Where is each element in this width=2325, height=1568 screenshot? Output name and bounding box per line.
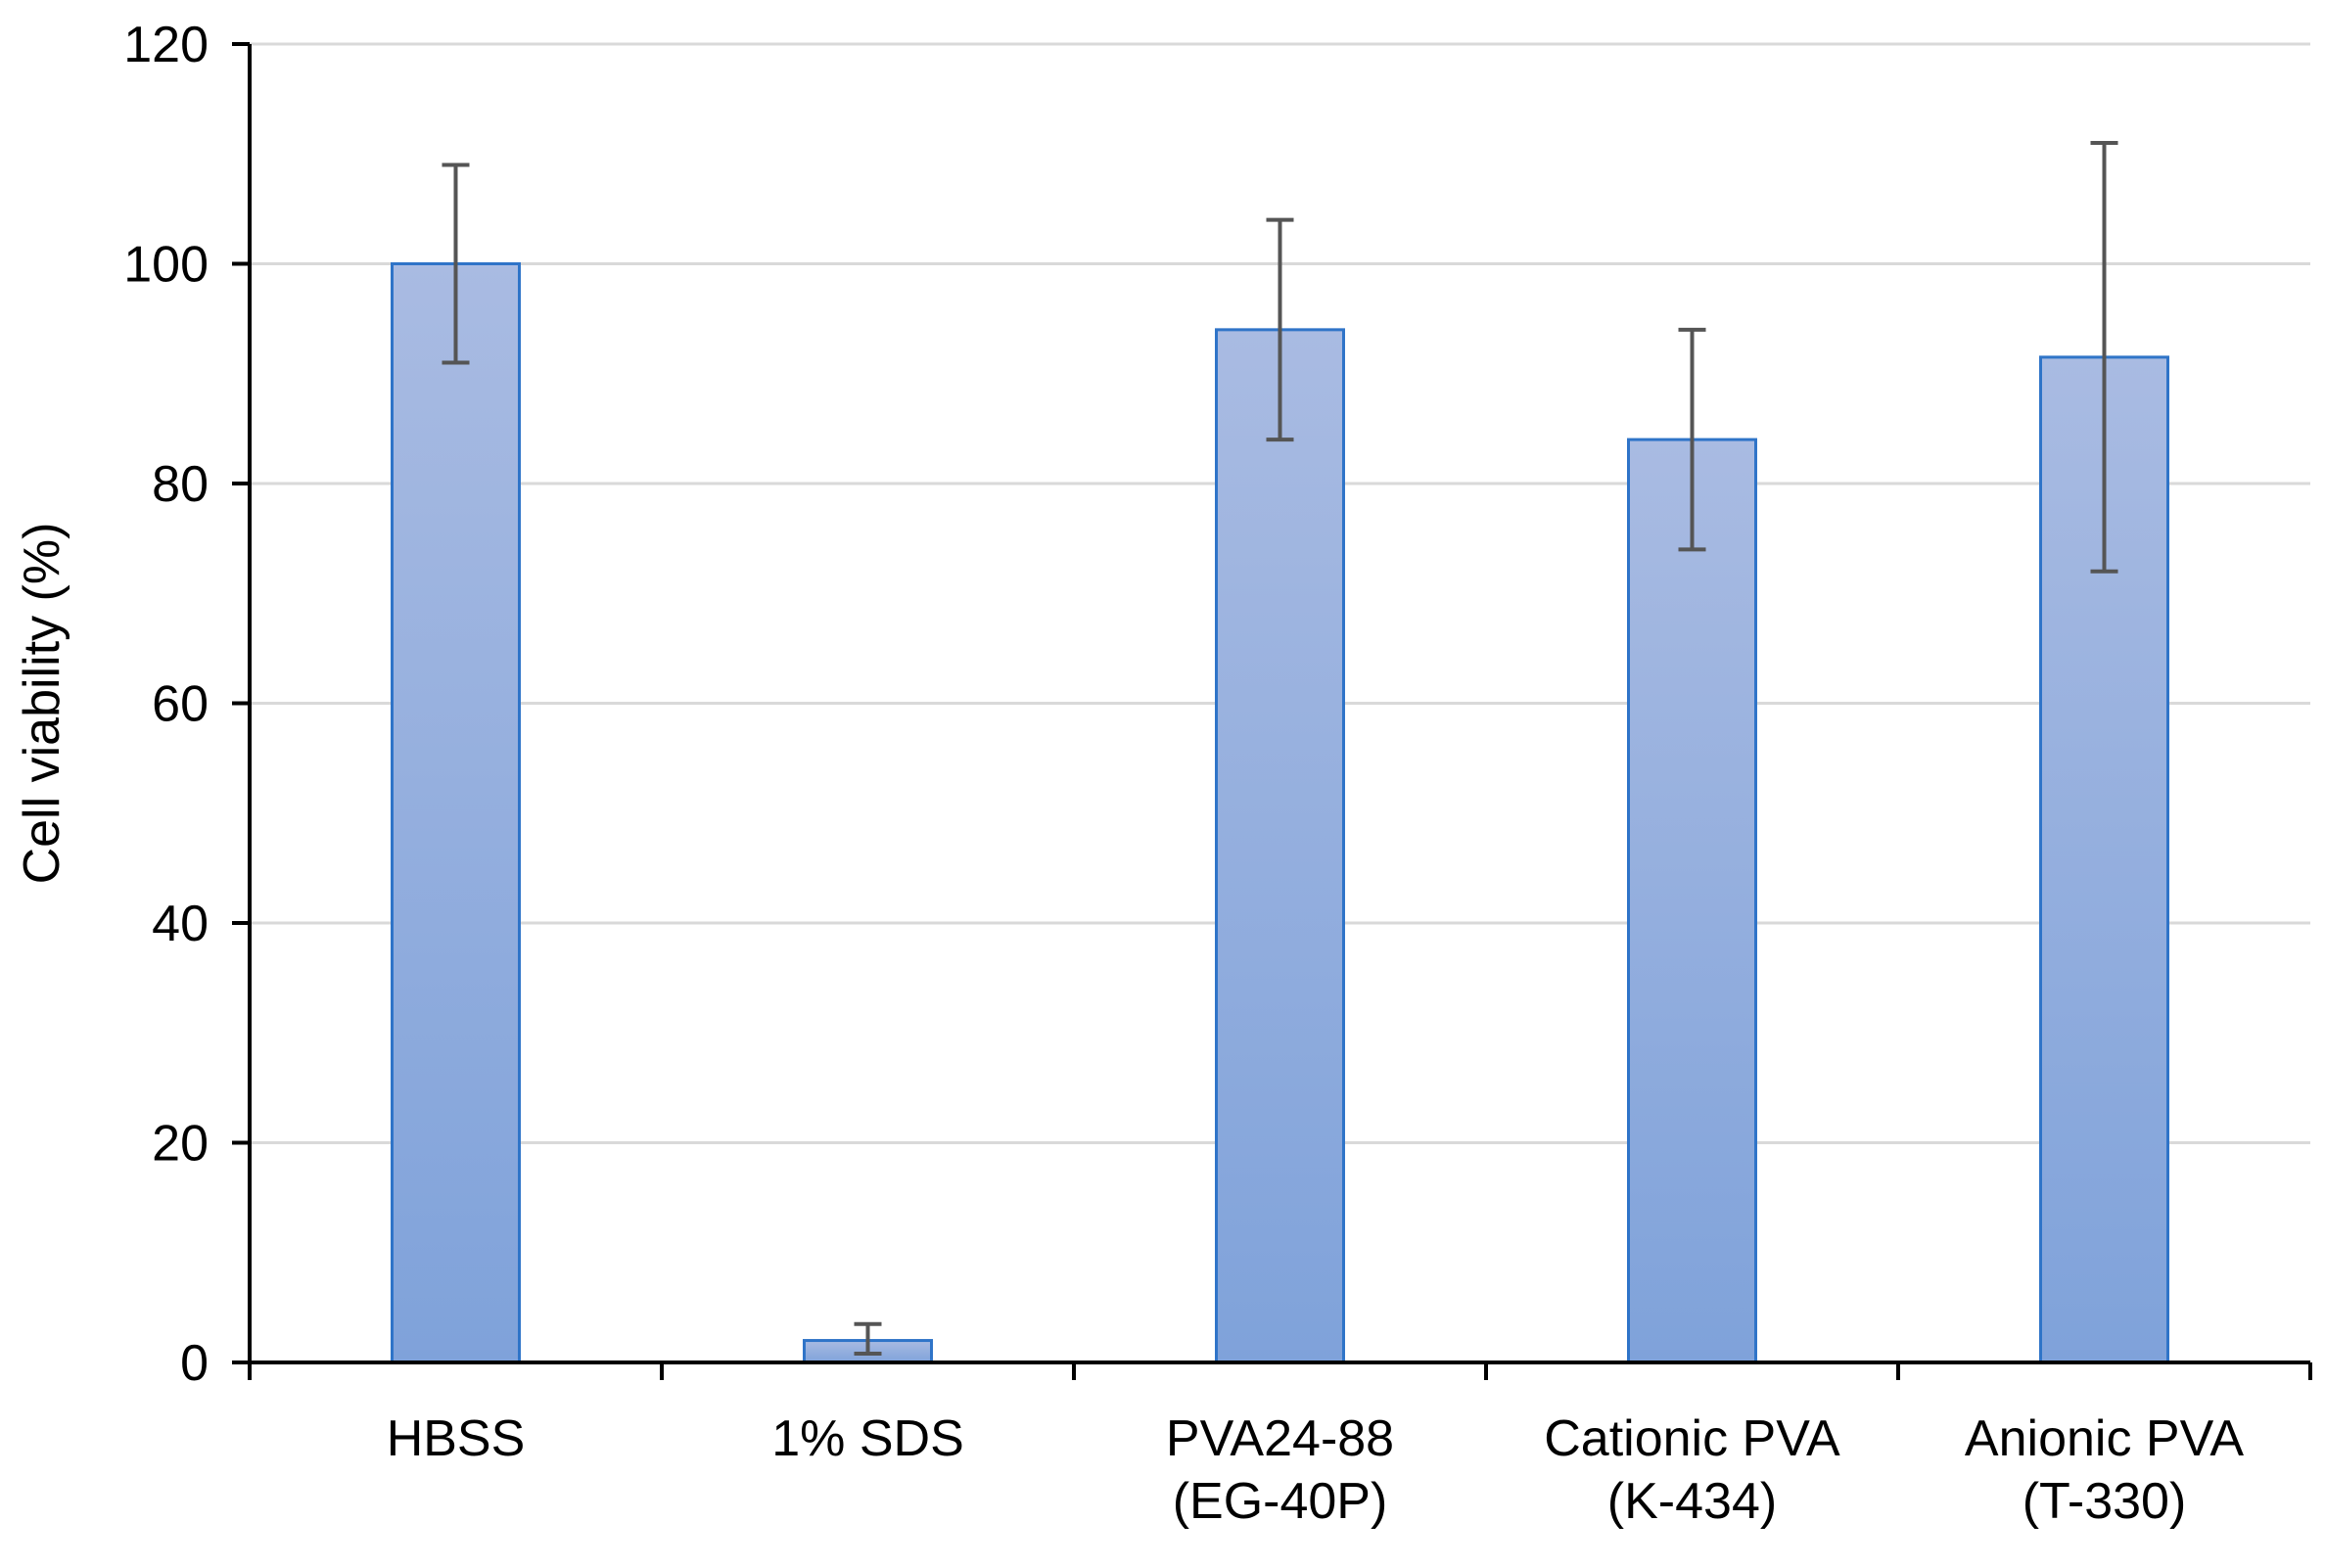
y-tick-label: 60 <box>152 676 209 733</box>
x-tick-label-line: Cationic PVA <box>1544 1410 1840 1467</box>
y-tick-label: 80 <box>152 456 209 513</box>
x-tick-label-line: 1% SDS <box>771 1410 964 1467</box>
bar <box>391 262 521 1364</box>
x-tick-label: Anionic PVA (T-330) <box>1965 1410 2245 1530</box>
labels: 0 20 40 60 80 100 120 HBSS 1% SDS PVA24-88 (EG-40P… <box>14 17 2244 1530</box>
bar <box>1627 438 1757 1364</box>
x-tick-label-line: PVA24-88 <box>1166 1410 1394 1467</box>
x-tick-label-line: (K-434) <box>1607 1473 1777 1530</box>
y-tick-label: 0 <box>180 1335 209 1392</box>
x-tick-label-line: (T-330) <box>2023 1473 2187 1530</box>
x-tick-label: HBSS <box>387 1410 526 1467</box>
axes <box>232 42 2312 1380</box>
y-tick-label: 120 <box>123 17 209 73</box>
x-tick-label: 1% SDS <box>771 1410 964 1467</box>
bar <box>1215 328 1345 1364</box>
y-tick-label: 40 <box>152 896 209 952</box>
x-tick-label: PVA24-88 (EG-40P) <box>1166 1410 1394 1530</box>
y-tick-label: 20 <box>152 1116 209 1173</box>
x-tick-label-line: Anionic PVA <box>1965 1410 2245 1467</box>
x-tick-label-line: HBSS <box>387 1410 526 1467</box>
x-tick-label-line: (EG-40P) <box>1173 1473 1388 1530</box>
y-tick-label: 100 <box>123 237 209 294</box>
x-tick-label: Cationic PVA (K-434) <box>1544 1410 1840 1530</box>
y-axis-label: Cell viability (%) <box>14 523 70 885</box>
error-bars <box>442 141 2118 1357</box>
